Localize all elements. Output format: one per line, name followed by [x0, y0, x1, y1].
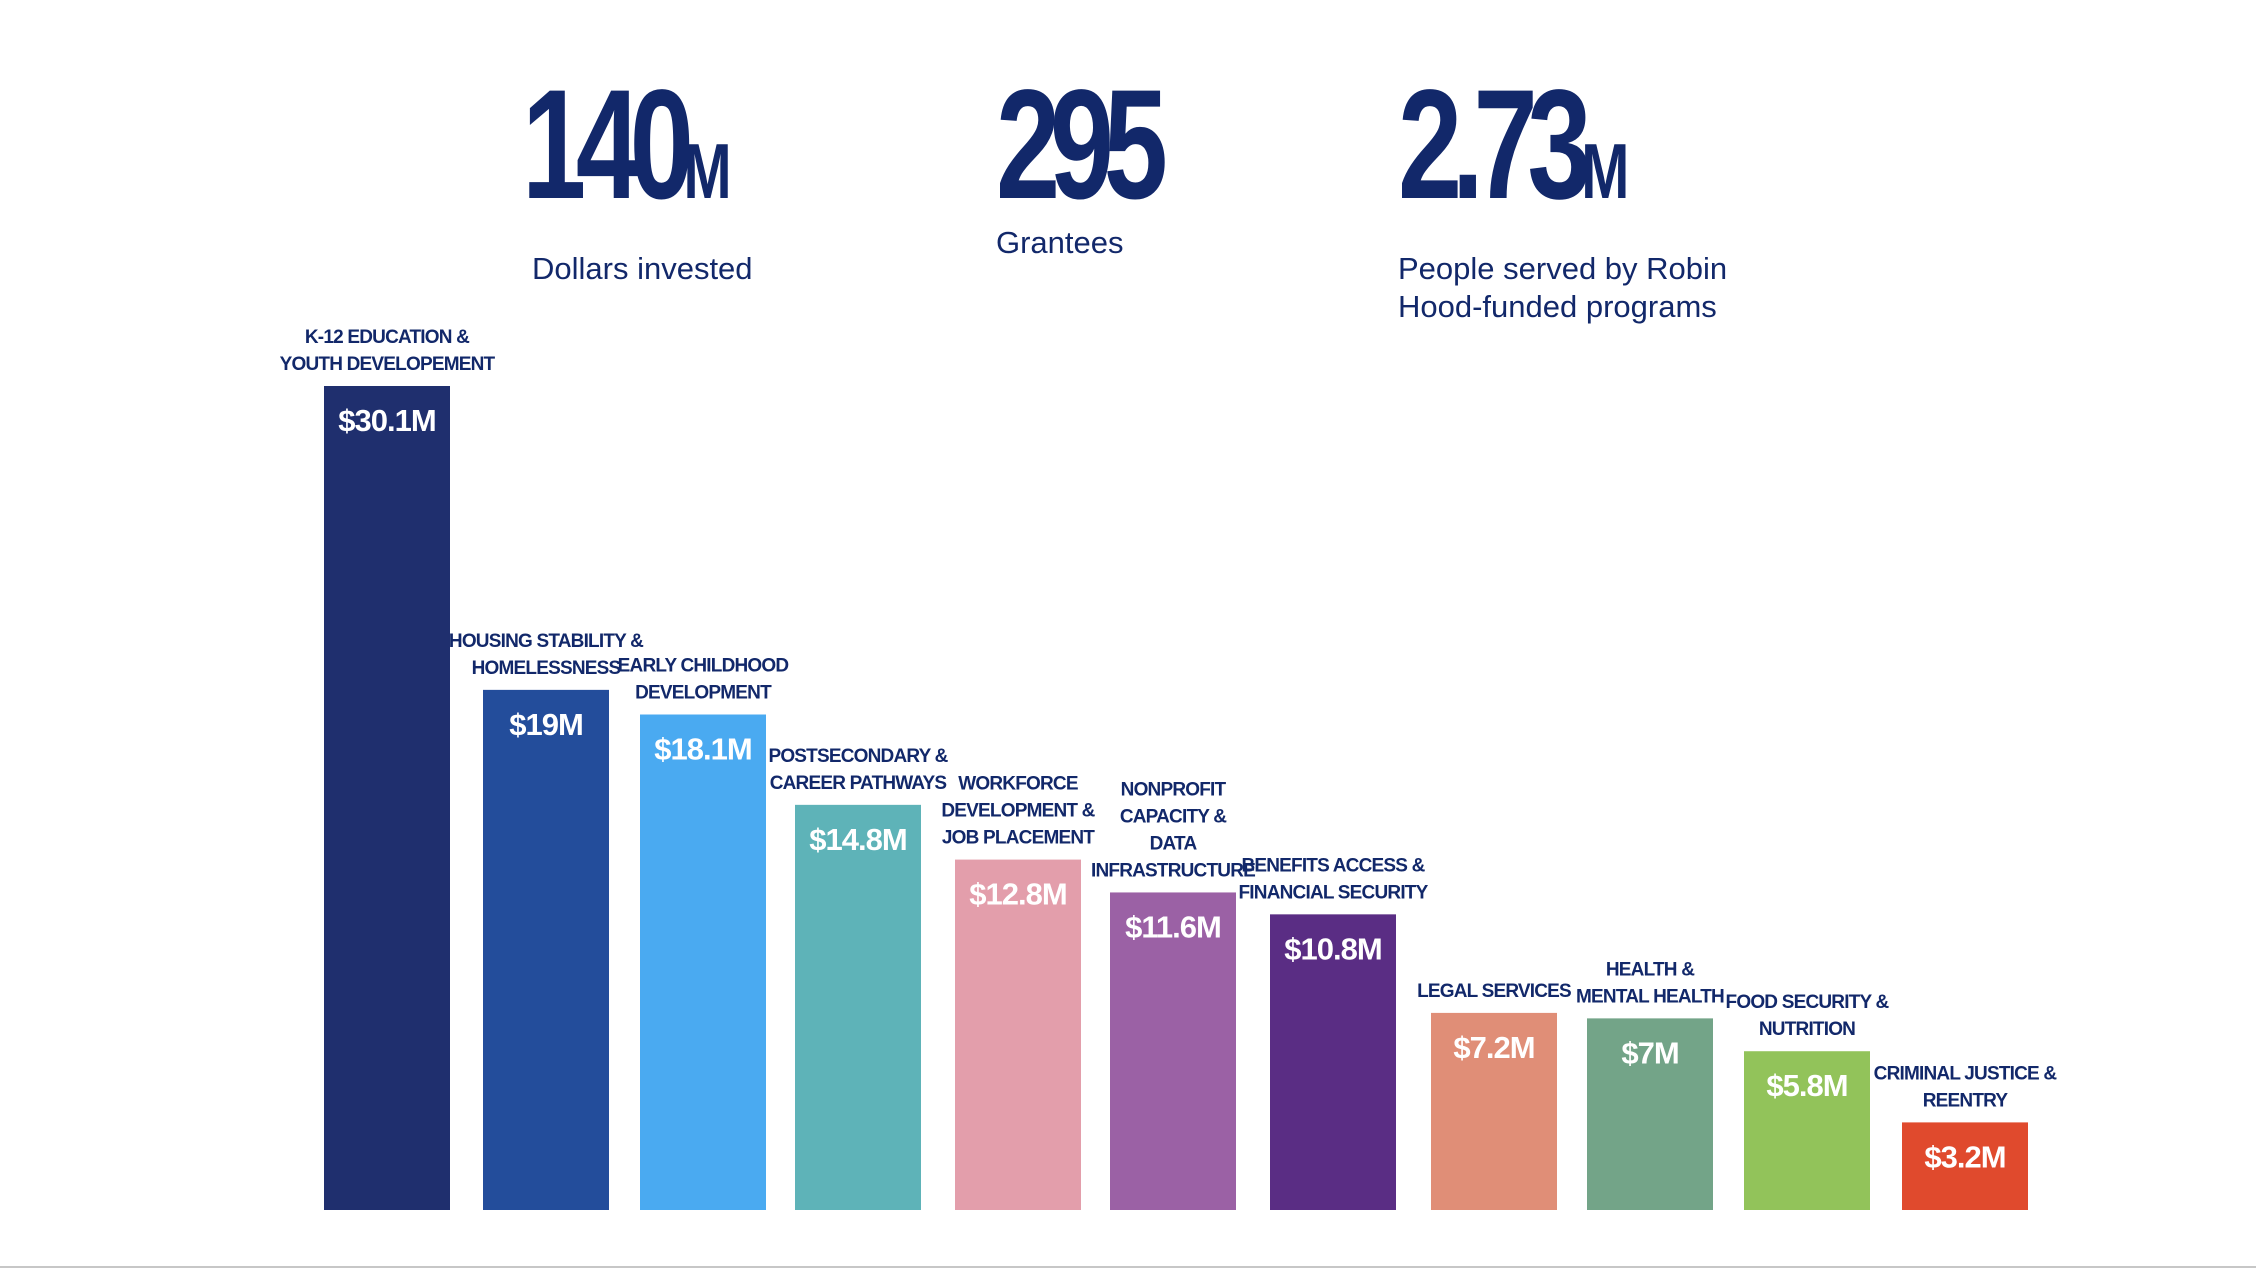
bar-category-line: JOB PLACEMENT — [942, 828, 1095, 849]
stat-people-served: 2.73M People served by Robin Hood-funded… — [1398, 67, 1798, 326]
bar-category-line: FOOD SECURITY & — [1726, 992, 1890, 1013]
stat-dollars-unit: M — [683, 127, 732, 215]
bar-value-label-8: $7M — [1621, 1035, 1678, 1070]
bar-10 — [1902, 1122, 2028, 1210]
bar-category-line: DATA — [1150, 833, 1198, 854]
bar-category-line: NUTRITION — [1759, 1019, 1855, 1040]
bar-category-label-4: WORKFORCE DEVELOPMENT & JOB PLACEMENT — [941, 774, 1095, 849]
bar-category-label-10: CRIMINAL JUSTICE & REENTRY — [1874, 1063, 2058, 1111]
bar-category-label-7: LEGAL SERVICES — [1417, 981, 1571, 1002]
bar-category-label-9: FOOD SECURITY & NUTRITION — [1726, 992, 1890, 1040]
bar-category-line: K-12 EDUCATION & — [305, 327, 470, 348]
bar-9 — [1744, 1051, 1870, 1210]
stat-grantees-value: 295 — [996, 58, 1168, 232]
bar-value-label-4: $12.8M — [969, 877, 1066, 912]
bar-value-label-3: $14.8M — [809, 822, 906, 857]
bar-value-label-7: $7.2M — [1453, 1030, 1534, 1065]
bar-category-label-3: POSTSECONDARY & CAREER PATHWAYS — [768, 746, 948, 794]
stat-dollars-invested: 140M Dollars invested — [522, 67, 932, 288]
bar-value-label-5: $11.6M — [1125, 909, 1221, 944]
bar-category-line: WORKFORCE — [958, 774, 1078, 795]
bar-category-line: HOUSING STABILITY & — [449, 631, 644, 652]
bar-value-label-2: $18.1M — [654, 732, 751, 767]
bar-value-label-6: $10.8M — [1284, 931, 1381, 966]
bar-category-line: NONPROFIT — [1121, 779, 1227, 800]
stat-people-value: 2.73M — [1398, 67, 1694, 246]
bar-8 — [1587, 1018, 1713, 1210]
bar-category-label-8: HEALTH & MENTAL HEALTH — [1576, 959, 1724, 1007]
bar-category-line: CRIMINAL JUSTICE & — [1874, 1063, 2058, 1084]
stat-dollars-number: 140 — [522, 58, 694, 232]
stat-people-label: People served by Robin Hood-funded progr… — [1398, 251, 1728, 324]
bar-category-line: HEALTH & — [1606, 959, 1695, 980]
bar-category-line: DEVELOPMENT — [635, 683, 772, 704]
bar-category-line: LEGAL SERVICES — [1417, 981, 1571, 1002]
bar-category-label-1: HOUSING STABILITY & HOMELESSNESS — [449, 631, 644, 679]
bar-value-label-1: $19M — [509, 707, 583, 742]
bar-category-line: BENEFITS ACCESS & — [1241, 855, 1425, 876]
bar-category-label-2: EARLY CHILDHOOD DEVELOPMENT — [618, 656, 789, 704]
bar-category-line: HOMELESSNESS — [472, 658, 621, 679]
bar-category-line: FINANCIAL SECURITY — [1239, 882, 1429, 903]
bar-category-line: MENTAL HEALTH — [1576, 986, 1724, 1007]
bar-category-label-6: BENEFITS ACCESS & FINANCIAL SECURITY — [1239, 855, 1429, 903]
bar-4 — [955, 859, 1081, 1210]
bar-category-line: REENTRY — [1923, 1090, 2009, 1111]
bar-3 — [795, 804, 921, 1210]
bar-5 — [1110, 892, 1236, 1210]
bar-1 — [483, 689, 609, 1210]
bar-category-line: DEVELOPMENT & — [941, 801, 1095, 822]
bar-category-line: CAREER PATHWAYS — [770, 773, 947, 794]
bar-category-label-0: K-12 EDUCATION & YOUTH DEVELOPEMENT — [280, 327, 496, 375]
bar-category-line: INFRASTRUCTURE — [1091, 860, 1255, 881]
bar-value-label-10: $3.2M — [1924, 1139, 2005, 1174]
bar-category-label-5: NONPROFIT CAPACITY & DATA INFRASTRUCTURE — [1091, 779, 1255, 881]
bar-category-line: POSTSECONDARY & — [768, 746, 948, 767]
stat-grantees: 295 Grantees — [996, 58, 1396, 262]
bar-value-label-0: $30.1M — [338, 403, 435, 438]
stat-dollars-value: 140M — [522, 67, 825, 246]
stat-dollars-label: Dollars invested — [532, 251, 753, 286]
stat-people-number: 2.73 — [1398, 58, 1592, 232]
bar-category-line: CAPACITY & — [1120, 806, 1227, 827]
bar-7 — [1431, 1012, 1557, 1210]
bar-category-line: EARLY CHILDHOOD — [618, 656, 789, 677]
bar-6 — [1270, 914, 1396, 1210]
bar-category-line: YOUTH DEVELOPEMENT — [280, 354, 496, 375]
bottom-divider — [0, 1266, 2256, 1268]
bar-0 — [324, 386, 450, 1210]
bar-value-label-9: $5.8M — [1766, 1068, 1847, 1103]
bar-2 — [640, 714, 766, 1210]
stat-grantees-label: Grantees — [996, 225, 1124, 260]
stat-people-unit: M — [1581, 127, 1629, 215]
